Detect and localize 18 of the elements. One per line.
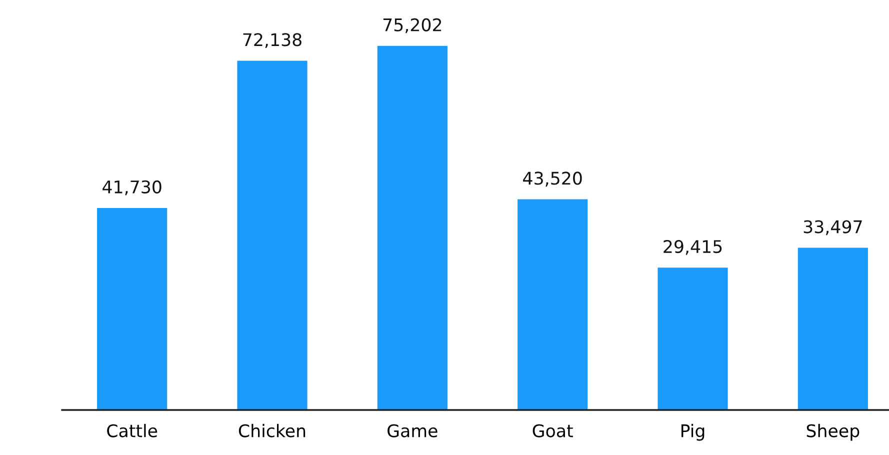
- x-tick-label: Pig: [682, 424, 704, 441]
- data-label: 29,415: [664, 240, 722, 255]
- bar: [798, 248, 868, 410]
- data-label: 43,520: [523, 172, 582, 187]
- data-label: 72,138: [243, 33, 302, 48]
- x-tick-label: Game: [388, 424, 438, 438]
- data-label: 75,202: [383, 18, 442, 34]
- x-tick-label: Cattle: [107, 424, 158, 438]
- x-tick-label: Sheep: [806, 424, 860, 441]
- data-label: 41,730: [102, 180, 162, 196]
- bar: [237, 60, 308, 410]
- data-label: 33,497: [804, 220, 862, 236]
- bar: [97, 208, 168, 410]
- bar: [377, 46, 448, 410]
- bar: [518, 199, 588, 410]
- x-tick-label: Chicken: [238, 424, 306, 438]
- x-tick-label: Goat: [532, 424, 573, 438]
- bar: [658, 268, 728, 410]
